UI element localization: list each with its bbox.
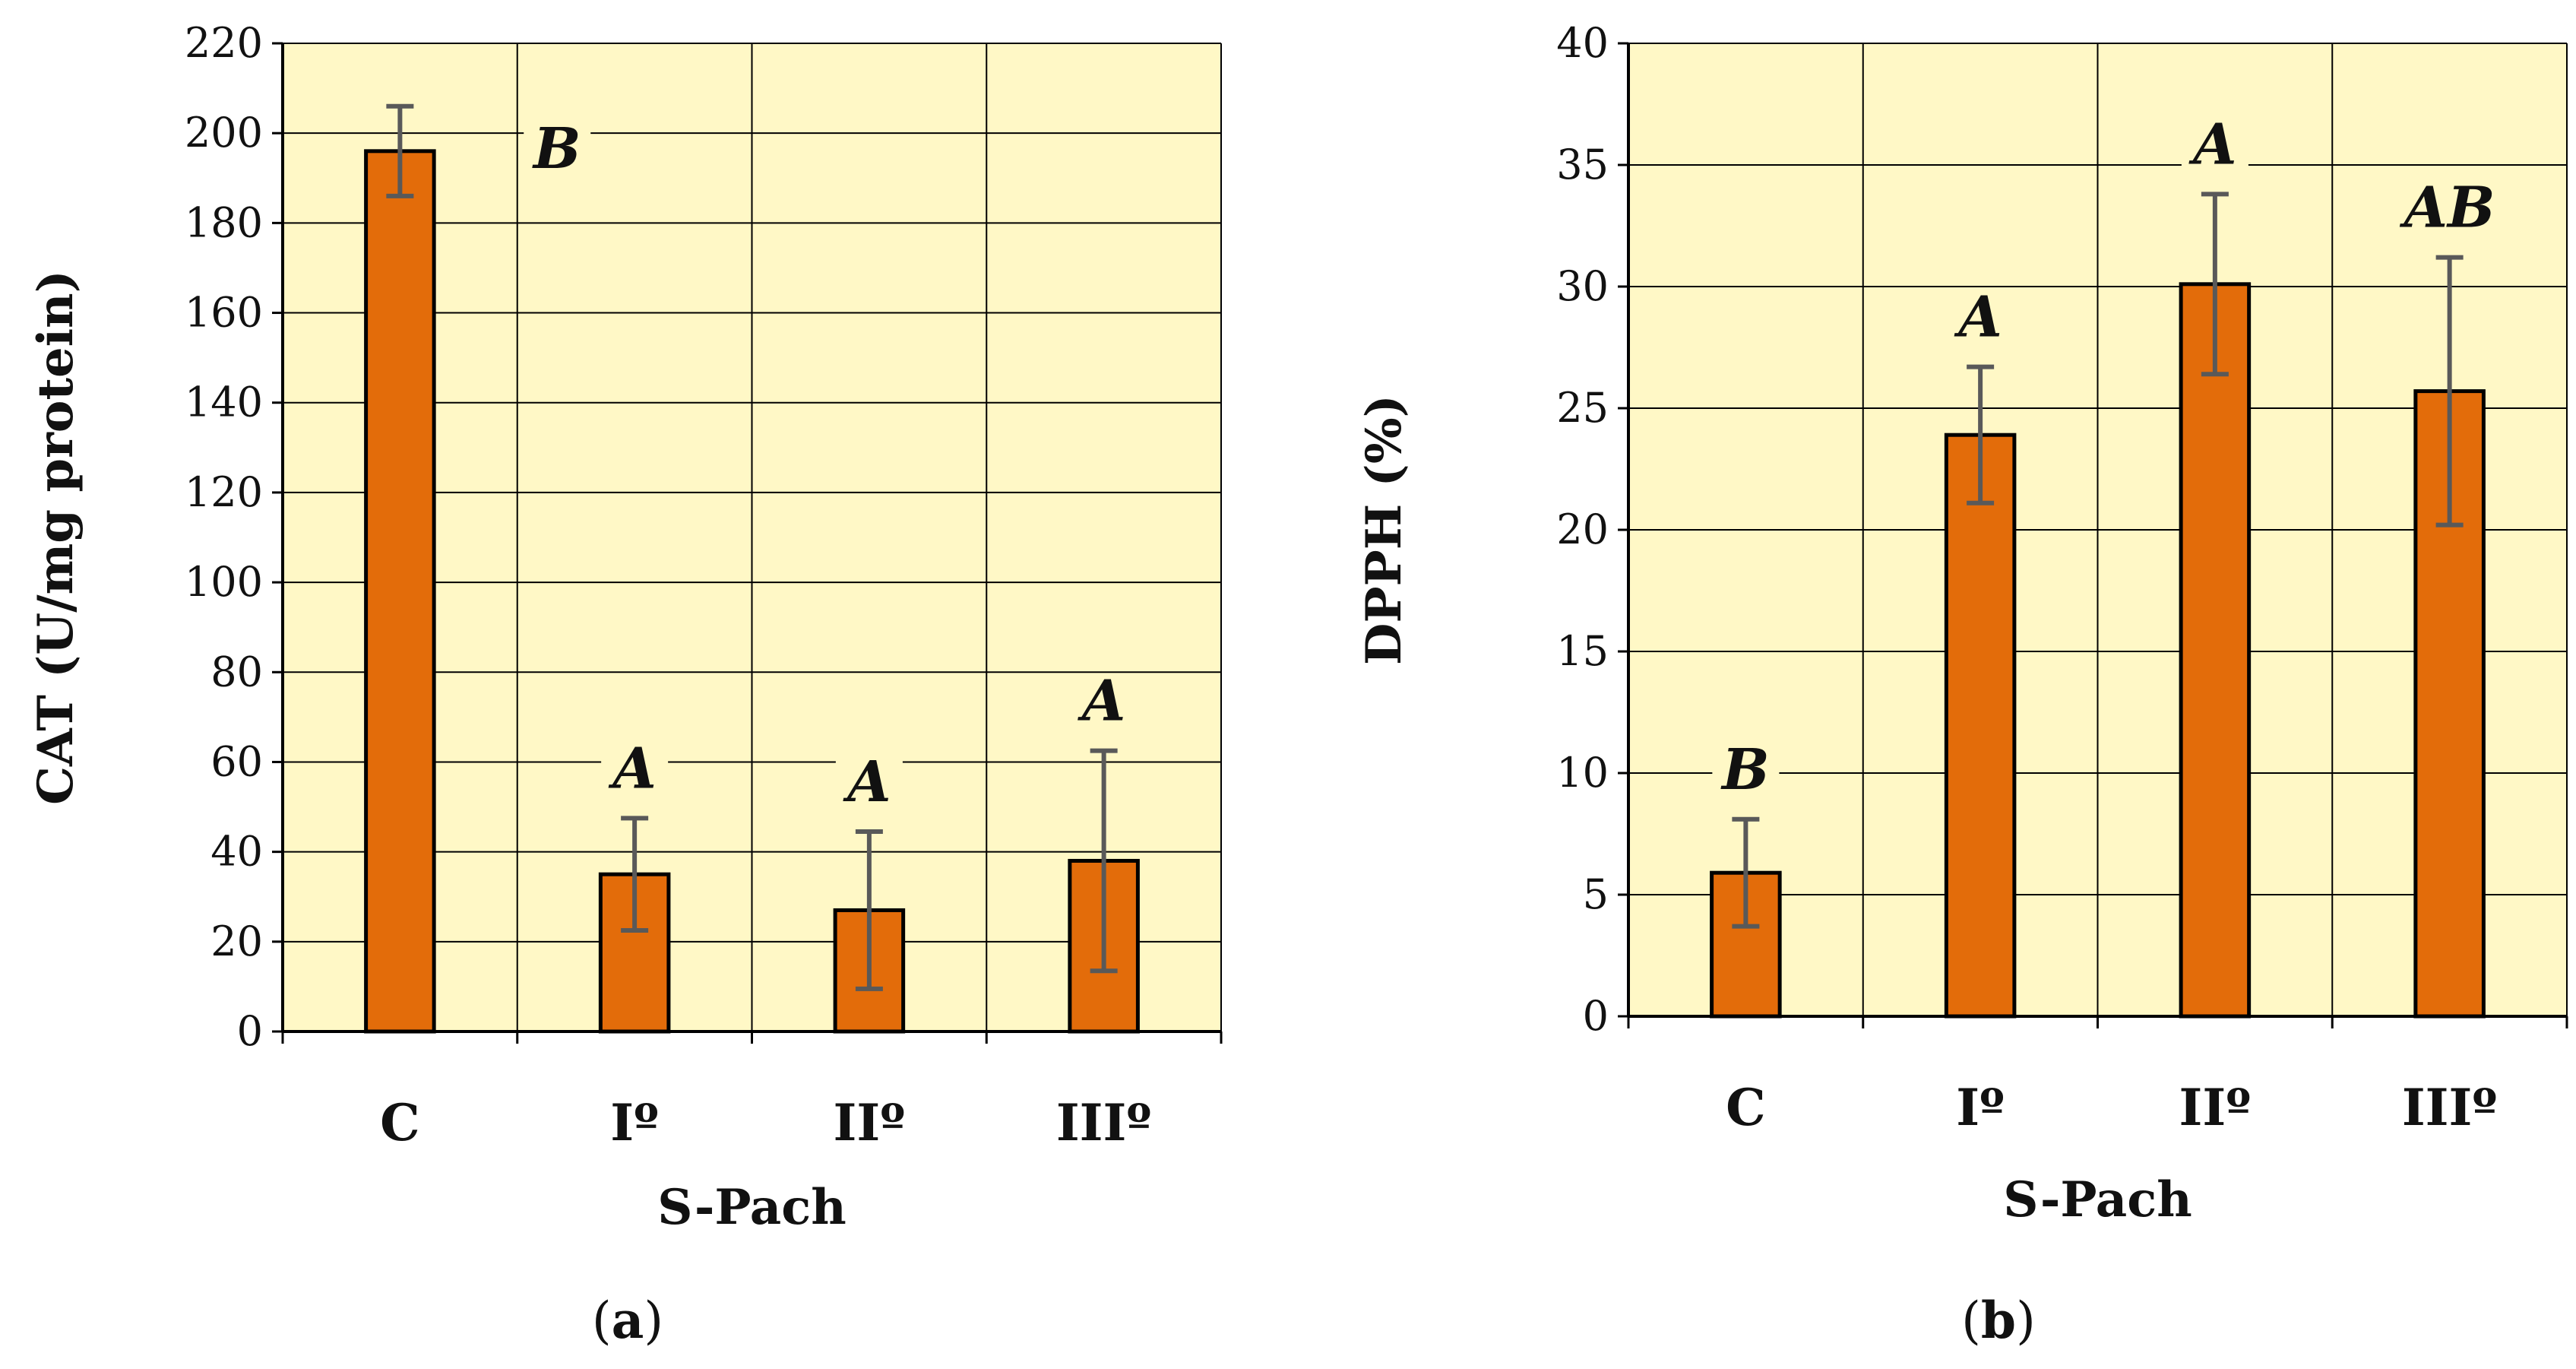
y-tick-label: 5 xyxy=(1583,870,1609,918)
significance-label-backdrop xyxy=(2397,179,2502,242)
y-tick-label: 25 xyxy=(1556,384,1609,432)
y-tick-label: 20 xyxy=(210,917,263,965)
category-label: IIIº xyxy=(1056,1093,1152,1152)
significance-label-backdrop xyxy=(2181,116,2248,179)
y-axis-title: DPPH (%) xyxy=(1356,395,1413,665)
significance-label-backdrop xyxy=(1070,673,1138,736)
y-tick-label: 120 xyxy=(185,468,263,516)
bar-3 xyxy=(2179,282,2252,1019)
significance-label-backdrop xyxy=(601,740,669,803)
significance-label: A xyxy=(1954,285,2002,350)
significance-label: A xyxy=(608,736,656,801)
category-label: C xyxy=(380,1093,420,1152)
category-label: IIº xyxy=(834,1093,906,1152)
x-axis-title: S-Pach xyxy=(657,1179,847,1236)
x-axis-title: S-Pach xyxy=(2003,1171,2192,1228)
significance-label: B xyxy=(1720,737,1770,803)
panel-label: (a) xyxy=(592,1291,663,1350)
panel-label: (b) xyxy=(1961,1291,2036,1350)
y-tick-label: 0 xyxy=(237,1007,263,1055)
y-tick-label: 40 xyxy=(210,828,263,876)
y-tick-label: 10 xyxy=(1556,749,1609,797)
bar-2 xyxy=(1944,433,2017,1019)
y-tick-label: 60 xyxy=(210,737,263,785)
y-tick-label: 220 xyxy=(185,19,263,67)
significance-label: A xyxy=(1078,669,1125,734)
chart-panel-a: 0 20 40 60 80 100 120 140 160 180 200 220 B C A Iº A IIº A… xyxy=(27,19,1223,1350)
significance-label-backdrop xyxy=(524,120,591,183)
y-tick-label: 200 xyxy=(185,109,263,157)
y-tick-label: 15 xyxy=(1556,627,1609,675)
category-label: Iº xyxy=(1956,1078,2005,1137)
y-tick-label: 0 xyxy=(1583,992,1609,1040)
y-tick-label: 160 xyxy=(185,289,263,337)
y-tick-label: 35 xyxy=(1556,141,1609,189)
y-tick-label: 80 xyxy=(210,648,263,696)
y-tick-label: 30 xyxy=(1556,262,1609,310)
significance-label: A xyxy=(2188,112,2236,177)
category-label: IIIº xyxy=(2402,1078,2498,1137)
category-label: Iº xyxy=(610,1093,659,1152)
y-axis-title: CAT (U/mg protein) xyxy=(27,270,84,805)
y-tick-label: 40 xyxy=(1556,19,1609,67)
category-label: IIº xyxy=(2179,1078,2252,1137)
significance-label: AB xyxy=(2400,176,2495,241)
significance-label-backdrop xyxy=(835,754,903,817)
bar-1 xyxy=(364,149,436,1034)
y-tick-label: 100 xyxy=(185,558,263,606)
significance-label: B xyxy=(532,116,581,182)
y-tick-label: 140 xyxy=(185,379,263,426)
significance-label: A xyxy=(843,749,891,815)
y-tick-label: 180 xyxy=(185,198,263,246)
significance-label-backdrop xyxy=(1712,741,1780,804)
chart-panel-b: 0 5 10 15 20 25 30 35 40 B C A Iº A IIº AB IIIº S-Pach DPP… xyxy=(1356,19,2568,1350)
significance-label-backdrop xyxy=(1947,289,2014,352)
category-label: C xyxy=(1726,1078,1766,1137)
y-tick-label: 20 xyxy=(1556,505,1609,553)
